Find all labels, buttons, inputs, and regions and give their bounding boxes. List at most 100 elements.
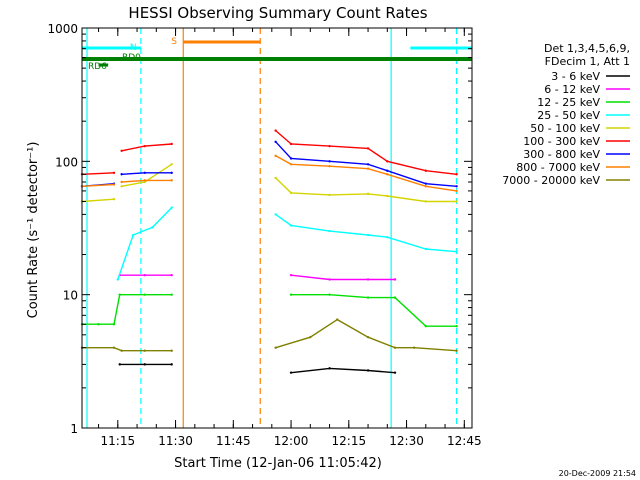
series-line-3 bbox=[117, 207, 457, 280]
data-point bbox=[386, 235, 389, 239]
data-point bbox=[143, 171, 146, 175]
data-point bbox=[120, 173, 123, 176]
data-point bbox=[386, 169, 389, 172]
y-axis-label: Count Rate (s⁻¹ detector⁻¹) bbox=[26, 142, 41, 319]
data-point bbox=[170, 206, 173, 209]
x-tick-label: 11:30 bbox=[158, 434, 193, 448]
data-point bbox=[424, 325, 428, 328]
data-point bbox=[455, 250, 458, 253]
series-line-5 bbox=[81, 130, 457, 175]
legend-label-1: 6 - 12 keV bbox=[544, 83, 600, 96]
data-point bbox=[289, 191, 293, 195]
data-point bbox=[328, 229, 331, 233]
legend-label-5: 100 - 300 keV bbox=[523, 135, 600, 148]
data-point bbox=[112, 346, 116, 349]
y-tick-label: 100 bbox=[55, 155, 78, 169]
series-line-8 bbox=[82, 318, 457, 352]
legend-header: Det 1,3,4,5,6,9, bbox=[544, 42, 630, 55]
x-tick-label: 12:00 bbox=[274, 434, 309, 448]
legend-label-6: 300 - 800 keV bbox=[523, 148, 600, 161]
data-point bbox=[328, 193, 331, 197]
data-point bbox=[386, 160, 389, 163]
data-point bbox=[170, 363, 173, 366]
data-point bbox=[328, 164, 331, 168]
series-4 bbox=[80, 163, 458, 203]
series-5 bbox=[80, 129, 458, 176]
legend-label-0: 3 - 6 keV bbox=[551, 70, 600, 83]
data-point bbox=[413, 346, 416, 349]
data-point bbox=[274, 213, 277, 216]
data-point bbox=[97, 323, 100, 326]
data-point bbox=[143, 293, 146, 296]
data-point bbox=[328, 144, 331, 148]
chart-title: HESSI Observing Summary Count Rates bbox=[128, 4, 427, 22]
data-point bbox=[366, 278, 370, 281]
data-point bbox=[289, 224, 293, 227]
data-point bbox=[143, 363, 146, 366]
data-point bbox=[455, 325, 458, 328]
data-point bbox=[274, 140, 277, 144]
series-line-1 bbox=[119, 274, 395, 281]
data-point bbox=[116, 278, 120, 281]
series-8 bbox=[80, 318, 458, 352]
data-point bbox=[289, 163, 293, 166]
timestamp: 20-Dec-2009 21:54 bbox=[559, 469, 636, 478]
data-point bbox=[170, 163, 173, 166]
data-point bbox=[274, 129, 277, 132]
data-point bbox=[366, 369, 370, 372]
label-n: N bbox=[130, 43, 137, 53]
data-point bbox=[366, 296, 370, 299]
x-tick-label: 12:45 bbox=[447, 434, 482, 448]
series-1 bbox=[118, 273, 397, 281]
data-point bbox=[328, 367, 331, 370]
plot-frame bbox=[81, 27, 473, 429]
data-point bbox=[143, 273, 146, 277]
data-point bbox=[112, 183, 116, 186]
data-point bbox=[393, 371, 397, 374]
data-point bbox=[112, 197, 116, 201]
data-point bbox=[132, 233, 135, 237]
data-point bbox=[455, 349, 458, 352]
axes: 11:15 11:30 11:45 12:00 12:15 12:30 12:45 1 10 10… bbox=[47, 22, 481, 448]
data-point bbox=[289, 371, 293, 374]
data-point bbox=[289, 273, 293, 277]
legend-label-2: 12 - 25 keV bbox=[537, 96, 600, 109]
y-tick-label: 10 bbox=[63, 289, 78, 303]
data-point bbox=[455, 185, 458, 188]
series-line-0 bbox=[119, 363, 396, 374]
data-point bbox=[309, 335, 312, 339]
x-axis-label: Start Time (12-Jan-06 11:05:42) bbox=[174, 456, 382, 471]
data-point bbox=[386, 173, 389, 176]
data-point bbox=[120, 349, 123, 352]
data-point bbox=[274, 176, 277, 180]
label-rd0: RD0 bbox=[122, 53, 141, 63]
data-point bbox=[289, 157, 293, 160]
series-line-4 bbox=[81, 163, 457, 203]
data-point bbox=[424, 182, 428, 185]
data-point bbox=[112, 323, 116, 326]
legend-label-7: 800 - 7000 keV bbox=[516, 161, 600, 174]
data-point bbox=[170, 273, 173, 277]
data-point bbox=[274, 346, 277, 349]
data-point bbox=[328, 278, 331, 281]
data-point bbox=[118, 293, 121, 296]
label-s: S bbox=[171, 37, 177, 47]
data-point bbox=[170, 171, 173, 175]
series-7 bbox=[80, 154, 458, 193]
data-point bbox=[120, 185, 123, 188]
data-point bbox=[289, 293, 293, 296]
data-point bbox=[120, 149, 123, 152]
series-2 bbox=[80, 293, 458, 328]
series-3 bbox=[116, 206, 458, 281]
data-point bbox=[328, 293, 331, 296]
label-rd6: RD6 bbox=[88, 62, 107, 72]
data-point bbox=[366, 167, 370, 170]
data-point bbox=[274, 154, 277, 158]
legend-label-3: 25 - 50 keV bbox=[537, 109, 600, 122]
data-point bbox=[118, 363, 121, 366]
x-tick-label: 11:45 bbox=[216, 434, 251, 448]
y-tick-label: 1 bbox=[70, 422, 78, 436]
data-point bbox=[120, 180, 123, 184]
data-point bbox=[143, 349, 146, 352]
